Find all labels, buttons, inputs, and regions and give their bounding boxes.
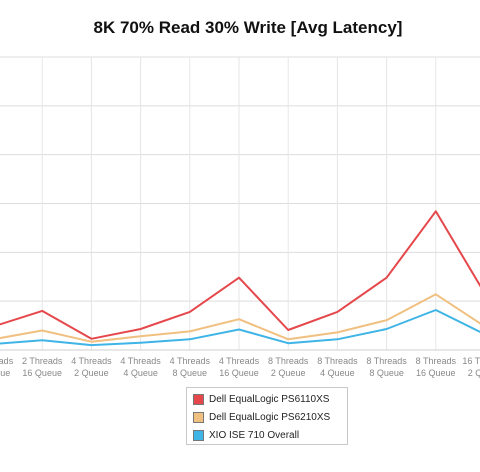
x-tick-label: 4 Threads — [170, 356, 211, 366]
legend: Dell EqualLogic PS6110XS Dell EqualLogic… — [186, 387, 348, 445]
x-axis-ticks: 2 Threads 2 Queue 2 Threads 16 Queue 4 Threa… — [0, 356, 480, 378]
x-tick-label: 4 Threads — [71, 356, 112, 366]
x-tick-label: 8 Threads — [268, 356, 309, 366]
legend-label: Dell EqualLogic PS6110XS — [209, 393, 330, 405]
x-tick-label: 8 Threads — [366, 356, 407, 366]
x-tick-label: 4 Queue — [320, 368, 355, 378]
x-tick-label: 16 Queue — [416, 368, 456, 378]
x-tick-label: 16 Threads — [462, 356, 480, 366]
legend-swatch — [193, 393, 204, 405]
legend-item: Dell EqualLogic PS6110XS — [193, 390, 347, 408]
x-tick-label: 8 Queue — [173, 368, 208, 378]
chart-title: 8K 70% Read 30% Write [Avg Latency] — [93, 18, 403, 37]
legend-label: XIO ISE 710 Overall — [209, 429, 300, 441]
legend-swatch — [193, 429, 204, 441]
x-tick-label: 2 Threads — [0, 356, 14, 366]
x-tick-label: 2 Queue — [74, 368, 109, 378]
x-tick-label: 4 Queue — [123, 368, 158, 378]
legend-swatch — [193, 411, 204, 423]
x-tick-label: 2 Queue — [0, 368, 10, 378]
series-lines — [0, 210, 480, 347]
x-tick-label: 4 Threads — [120, 356, 161, 366]
x-tick-label: 16 Queue — [219, 368, 259, 378]
x-tick-label: 8 Threads — [416, 356, 457, 366]
x-tick-label: 2 Threads — [22, 356, 63, 366]
grid-lines — [0, 56, 480, 351]
x-tick-label: 8 Queue — [369, 368, 404, 378]
legend-item: Dell EqualLogic PS6210XS — [193, 408, 347, 426]
x-tick-label: 2 Queue — [468, 368, 480, 378]
x-tick-label: 16 Queue — [22, 368, 62, 378]
x-tick-label: 2 Queue — [271, 368, 306, 378]
x-tick-label: 4 Threads — [219, 356, 260, 366]
x-tick-label: 8 Threads — [317, 356, 358, 366]
legend-item: XIO ISE 710 Overall — [193, 426, 347, 444]
legend-label: Dell EqualLogic PS6210XS — [209, 411, 331, 423]
